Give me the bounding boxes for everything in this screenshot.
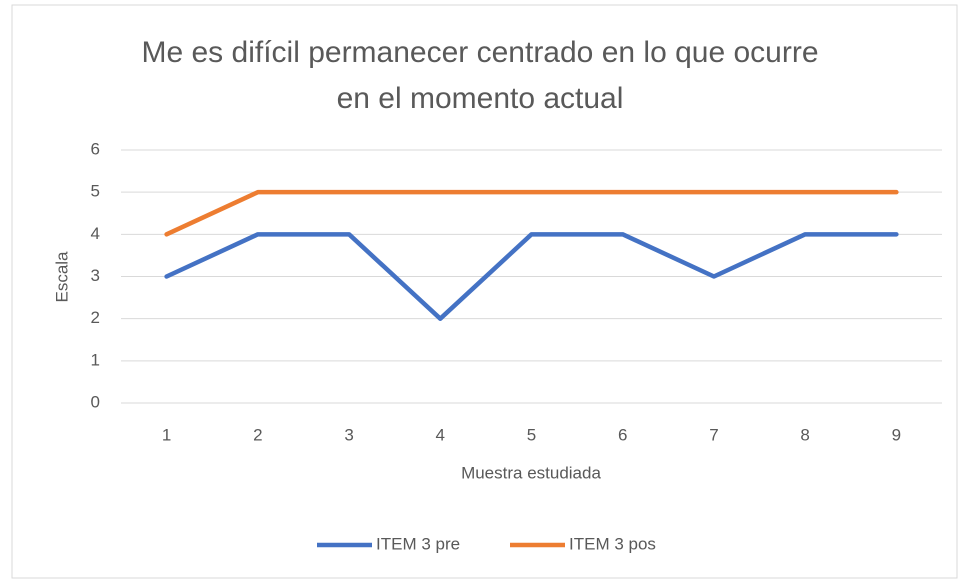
x-tick-label: 8 (800, 425, 809, 444)
legend-label: ITEM 3 pre (376, 534, 460, 553)
x-tick-label: 2 (253, 425, 262, 444)
x-tick-label: 5 (527, 425, 536, 444)
y-tick-label: 1 (91, 350, 100, 369)
y-axis-label: Escala (52, 251, 71, 303)
y-tick-label: 0 (91, 392, 100, 411)
y-tick-label: 6 (91, 139, 100, 158)
x-tick-label: 6 (618, 425, 627, 444)
x-axis-label: Muestra estudiada (461, 463, 601, 482)
y-tick-label: 4 (91, 224, 100, 243)
x-tick-label: 4 (436, 425, 445, 444)
chart-title: Me es difícil permanecer centrado en lo … (141, 36, 819, 115)
series-line (164, 189, 899, 237)
x-tick-label: 3 (344, 425, 353, 444)
x-tick-label: 1 (162, 425, 171, 444)
series-line (164, 232, 899, 321)
x-tick-label: 9 (892, 425, 901, 444)
x-tick-label: 7 (709, 425, 718, 444)
y-tick-label: 3 (91, 266, 100, 285)
legend-label: ITEM 3 pos (569, 534, 656, 553)
y-tick-label: 2 (91, 308, 100, 327)
y-tick-label: 5 (91, 182, 100, 201)
chart-border (11, 4, 958, 579)
